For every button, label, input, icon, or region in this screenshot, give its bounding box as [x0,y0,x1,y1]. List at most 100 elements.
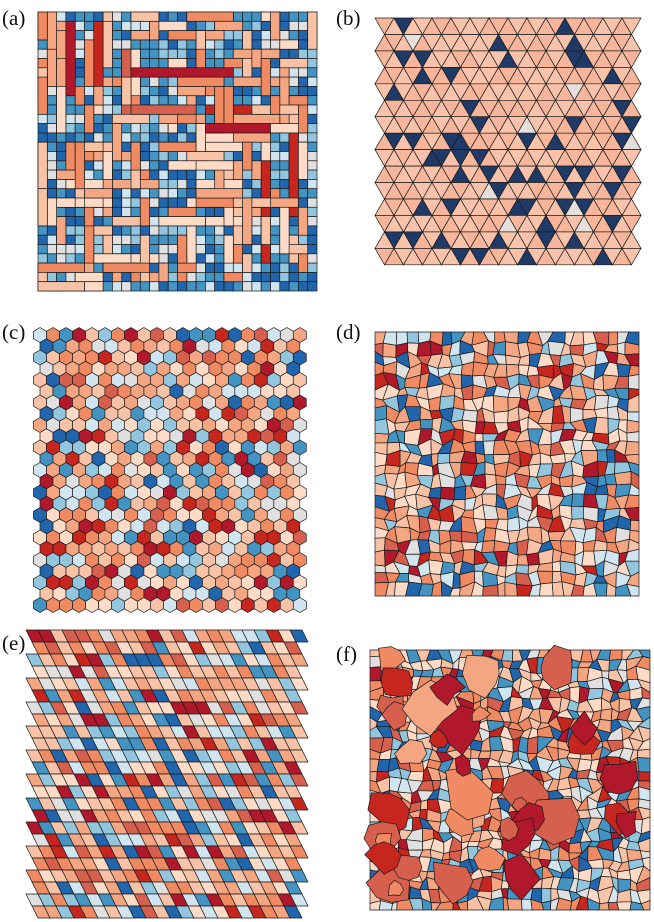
tile [159,245,168,254]
tile [196,105,205,114]
tile [38,282,85,291]
tile [271,272,280,281]
tile [150,235,159,244]
tile [94,114,103,123]
tile [75,86,84,105]
tile [187,124,196,133]
tile [94,170,103,179]
tile [205,226,214,235]
tile [38,142,47,189]
tile [271,245,280,254]
tile [103,217,112,226]
tile [308,226,317,235]
tile [289,96,308,105]
tile [94,133,103,142]
tile [215,245,224,254]
tile [131,105,196,114]
tile [187,40,196,49]
tile [261,59,270,96]
tile [614,472,631,485]
tile [140,226,149,235]
tile [112,86,121,95]
tile [112,59,121,68]
tile [617,870,631,880]
tile [539,848,551,860]
tile [66,217,75,226]
tile [94,235,103,244]
tile [168,179,177,188]
tile [289,49,298,58]
tile [298,68,307,77]
tile [57,272,66,281]
tile [66,189,75,198]
tile [243,142,252,170]
tile [103,282,112,291]
tile [252,226,261,235]
tile [38,133,47,142]
tile [196,254,205,263]
tile [261,96,270,105]
tile [47,133,56,142]
tile [75,68,84,77]
tile [159,189,168,198]
panel-c [34,328,307,613]
tile [243,272,252,281]
tile [280,179,289,188]
tile [205,142,242,151]
tile [66,207,75,216]
tile [122,31,131,40]
tile [550,454,565,464]
tile [252,12,261,21]
tile [103,263,150,272]
tile [131,282,140,291]
tile [421,800,428,810]
tile [47,226,56,235]
tile [493,342,506,356]
tile [85,12,94,21]
tile [75,114,84,123]
tile [233,77,279,86]
tile [178,152,187,161]
tile [57,152,66,161]
tile [159,263,168,282]
tile [261,40,270,49]
tile [600,709,612,721]
tile [150,49,159,58]
tile [280,207,289,254]
tile [122,235,131,244]
panel-f [364,645,650,910]
tile [224,272,243,281]
tile [75,49,84,58]
tile [498,582,505,596]
tile [224,235,233,263]
tile [478,751,490,758]
tile [150,245,159,254]
tile [298,142,307,179]
tile [298,282,307,291]
tile [112,21,121,30]
panel-e [26,630,308,918]
tile [280,49,289,58]
tile [243,198,252,245]
tile [38,114,47,123]
tile [112,105,121,114]
tile [233,96,242,105]
tile [122,21,131,30]
tile [178,124,187,133]
tile [308,198,317,207]
tile [150,142,159,151]
tile [112,68,121,77]
tile [308,59,317,68]
tile [66,133,75,142]
tile [639,772,650,781]
tile [196,198,233,207]
tile [252,272,261,281]
tile [47,179,56,188]
tile [308,179,317,188]
tile [308,68,317,77]
tile [187,282,196,291]
tile [196,282,205,291]
tile [178,12,187,21]
tile [308,86,317,95]
tile [159,161,168,170]
